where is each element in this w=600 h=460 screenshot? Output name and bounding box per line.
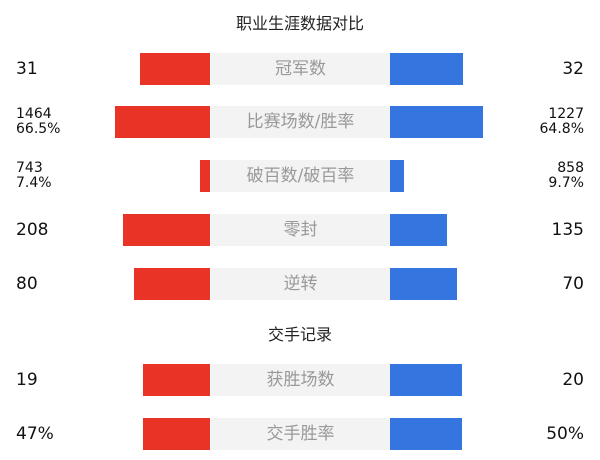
left-value: 208	[16, 214, 48, 246]
left-value-line: 743	[16, 160, 43, 176]
left-value: 743 7.4%	[16, 160, 52, 192]
right-bar	[390, 53, 463, 85]
head-to-head-title: 交手记录	[267, 325, 332, 344]
left-bar	[115, 106, 210, 138]
left-bar	[143, 364, 210, 396]
stat-row-h2h-wins: 19 获胜场数 20	[0, 364, 600, 396]
right-value: 135	[552, 214, 584, 246]
stat-label: 破百数/破百率	[211, 160, 390, 192]
left-value: 80	[16, 268, 38, 300]
right-value-line: 32	[562, 58, 584, 79]
left-value-line: 7.4%	[16, 175, 52, 191]
left-value: 31	[16, 53, 38, 85]
stat-row-h2h-winrate: 47% 交手胜率 50%	[0, 418, 600, 450]
right-bar	[390, 160, 404, 192]
right-value-line: 64.8%	[539, 121, 584, 137]
career-comparison-title: 职业生涯数据对比	[235, 14, 364, 33]
stat-label: 逆转	[211, 268, 390, 300]
right-value-line: 1227	[548, 106, 584, 122]
left-value: 47%	[16, 418, 54, 450]
stat-row-whitewashes: 208 零封 135	[0, 214, 600, 246]
left-bar	[123, 214, 210, 246]
right-value-line: 135	[551, 219, 584, 240]
left-value-line: 47%	[16, 423, 54, 444]
left-value-line: 80	[16, 273, 38, 294]
right-bar	[390, 106, 483, 138]
right-value-line: 858	[557, 160, 584, 176]
right-bar	[390, 364, 462, 396]
left-value-line: 1464	[16, 106, 52, 122]
left-bar	[140, 53, 210, 85]
left-value-line: 208	[16, 219, 49, 240]
right-value: 70	[562, 268, 584, 300]
left-bar	[200, 160, 210, 192]
right-value: 858 9.7%	[548, 160, 584, 192]
left-value-line: 31	[16, 58, 38, 79]
stat-label: 获胜场数	[211, 364, 390, 396]
right-value: 1227 64.8%	[540, 106, 584, 138]
left-bar	[134, 268, 210, 300]
right-value-line: 20	[562, 369, 584, 390]
left-value: 19	[16, 364, 38, 396]
left-bar	[143, 418, 210, 450]
left-value-line: 66.5%	[16, 121, 61, 137]
right-value: 32	[562, 53, 584, 85]
stat-row-titles: 31 冠军数 32	[0, 53, 600, 85]
stat-row-matches-winrate: 1464 66.5% 比赛场数/胜率 1227 64.8%	[0, 106, 600, 138]
stat-row-centuries-rate: 743 7.4% 破百数/破百率 858 9.7%	[0, 160, 600, 192]
right-value-line: 50%	[546, 423, 584, 444]
right-bar	[390, 418, 462, 450]
left-value: 1464 66.5%	[16, 106, 60, 138]
left-value-line: 19	[16, 369, 38, 390]
right-bar	[390, 268, 457, 300]
right-value-line: 9.7%	[548, 175, 584, 191]
stat-label: 交手胜率	[211, 418, 390, 450]
stat-label: 比赛场数/胜率	[211, 106, 390, 138]
stat-label: 冠军数	[211, 53, 390, 85]
right-bar	[390, 214, 447, 246]
stat-label: 零封	[211, 214, 390, 246]
right-value: 20	[562, 364, 584, 396]
right-value: 50%	[546, 418, 584, 450]
stat-row-comebacks: 80 逆转 70	[0, 268, 600, 300]
right-value-line: 70	[562, 273, 584, 294]
